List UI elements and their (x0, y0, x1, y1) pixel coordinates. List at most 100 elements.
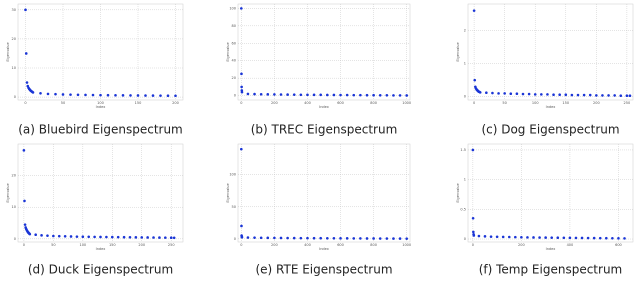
point (52, 234, 55, 238)
point (497, 92, 500, 95)
x-axis-label: Index (96, 105, 106, 109)
point (122, 235, 126, 239)
point (253, 92, 256, 96)
point (25, 81, 29, 84)
point (93, 235, 96, 239)
point (586, 236, 590, 240)
x-tick-label: 200 (271, 243, 278, 247)
point (273, 236, 276, 240)
x-axis-label: Index (546, 247, 556, 251)
point (23, 223, 27, 226)
point (398, 237, 402, 240)
point (299, 93, 303, 97)
caption: (a) Bluebird Eigenspectrum (18, 123, 183, 137)
point (266, 236, 270, 240)
point (533, 93, 537, 96)
point (532, 236, 535, 239)
point (527, 92, 531, 96)
point (312, 93, 316, 97)
point (552, 93, 555, 97)
point (359, 93, 362, 97)
point (339, 93, 342, 97)
x-tick-label: 200 (518, 243, 525, 247)
point (372, 93, 375, 97)
y-tick-label: 60 (232, 41, 236, 45)
point (546, 93, 549, 96)
x-tick-label: 250 (168, 243, 175, 247)
plot-area (467, 143, 634, 243)
x-tick-label: 150 (135, 101, 142, 105)
y-tick-label: 20 (12, 174, 16, 178)
point (158, 236, 161, 239)
point (24, 8, 27, 12)
point (574, 236, 578, 240)
x-axis-label: Index (319, 105, 329, 109)
point (365, 237, 369, 240)
point (628, 94, 632, 97)
point (152, 236, 155, 239)
x-tick-label: 1000 (402, 101, 411, 105)
point (613, 94, 616, 97)
x-tick-label: 0 (472, 243, 474, 247)
x-tick-label: 200 (172, 101, 179, 105)
point (471, 216, 475, 220)
x-tick-label: 0 (473, 101, 475, 105)
x-tick-label: 200 (138, 243, 145, 247)
point (509, 92, 513, 96)
y-axis-label: Eigenvalue (456, 42, 460, 61)
point (365, 93, 369, 97)
point (538, 236, 541, 239)
point (292, 236, 296, 240)
point (385, 237, 389, 240)
point (169, 236, 173, 240)
point (76, 93, 80, 97)
point (398, 94, 402, 97)
point (128, 235, 132, 239)
point (319, 236, 322, 240)
y-tick-label: 0 (14, 95, 16, 99)
point (489, 235, 493, 238)
point (495, 235, 499, 239)
point (279, 236, 283, 240)
x-tick-label: 0 (24, 101, 26, 105)
point (136, 94, 140, 97)
point (240, 85, 243, 89)
point (405, 94, 408, 97)
y-tick-label: 0 (14, 237, 16, 241)
point (172, 236, 176, 240)
point (544, 236, 547, 239)
x-tick-label: 100 (79, 243, 86, 247)
point (623, 237, 626, 240)
point (558, 93, 561, 97)
point (405, 237, 408, 240)
point (472, 9, 476, 12)
point (134, 236, 138, 239)
point (477, 234, 481, 238)
point (84, 93, 87, 97)
x-tick-label: 100 (97, 101, 104, 105)
point (61, 93, 65, 96)
x-tick-label: 600 (337, 101, 344, 105)
point (99, 93, 102, 97)
x-tick-label: 800 (370, 101, 377, 105)
caption: (f) Temp Eigenspectrum (479, 263, 623, 277)
point (87, 235, 91, 239)
point (326, 93, 329, 97)
point (46, 234, 49, 237)
point (601, 94, 604, 97)
x-tick-label: 800 (370, 243, 377, 247)
point (114, 93, 117, 97)
point (595, 94, 598, 97)
y-tick-label: 1 (464, 178, 466, 182)
point (292, 93, 296, 96)
point (580, 236, 584, 240)
point (485, 91, 488, 95)
point (617, 237, 620, 240)
point (515, 92, 519, 96)
point (556, 236, 560, 240)
point (121, 94, 125, 97)
plot-area (237, 3, 411, 101)
x-axis-label: Index (546, 105, 556, 109)
y-axis-label: Eigenvalue (226, 183, 230, 202)
